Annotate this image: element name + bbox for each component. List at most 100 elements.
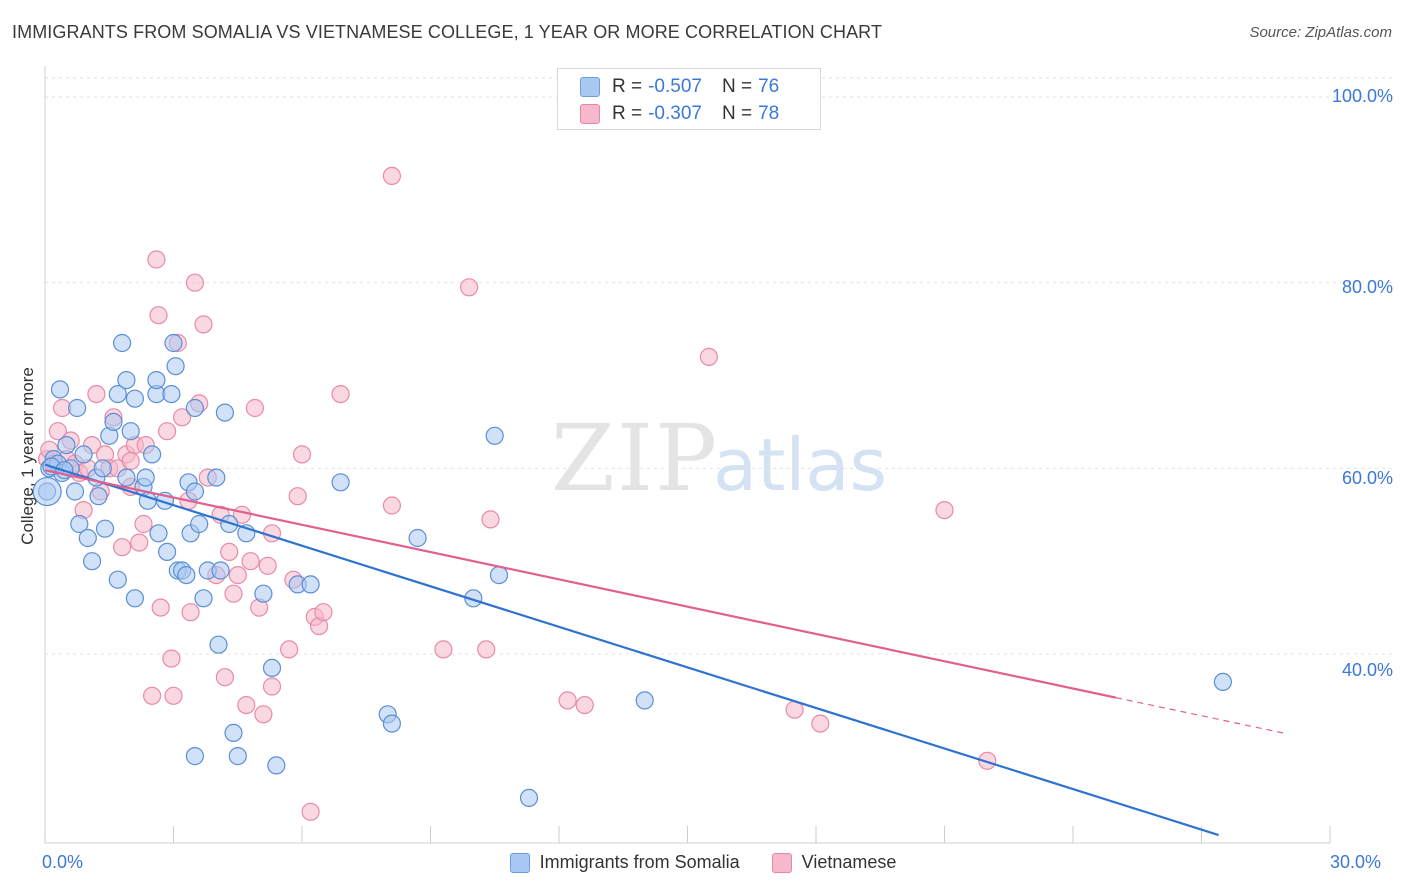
- data-point: [635, 691, 654, 710]
- data-point: [280, 640, 299, 659]
- data-point: [57, 436, 76, 455]
- y-tick-100: 100.0%: [1331, 86, 1393, 106]
- source-label: Source: ZipAtlas.com: [1249, 24, 1392, 41]
- data-point: [173, 408, 192, 427]
- data-point: [481, 510, 500, 529]
- data-point: [699, 347, 719, 366]
- data-point: [108, 385, 127, 404]
- data-point: [162, 649, 181, 668]
- legend: Immigrants from Somalia Vietnamese: [0, 852, 1406, 873]
- data-point: [121, 422, 140, 441]
- data-point: [112, 333, 132, 353]
- data-point: [267, 756, 286, 775]
- data-point: [1213, 672, 1233, 692]
- data-point: [147, 371, 166, 390]
- data-point: [181, 603, 200, 622]
- r-label: R =: [612, 76, 643, 97]
- data-point: [65, 482, 85, 501]
- data-point: [136, 468, 155, 487]
- data-point: [245, 398, 264, 418]
- data-point: [241, 552, 260, 571]
- data-point-large: [32, 476, 62, 507]
- data-point: [95, 519, 115, 538]
- data-point: [166, 357, 185, 376]
- data-point: [112, 538, 132, 557]
- data-point: [228, 565, 247, 585]
- data-point: [82, 552, 102, 571]
- data-point: [331, 473, 350, 492]
- data-point: [220, 542, 239, 562]
- data-point: [811, 714, 830, 733]
- data-point: [558, 691, 577, 710]
- data-point: [134, 514, 153, 534]
- watermark-zip: ZIP: [551, 405, 719, 512]
- y-axis-title: College, 1 year or more: [18, 367, 37, 545]
- chart-title: IMMIGRANTS FROM SOMALIA VS VIETNAMESE CO…: [12, 22, 883, 42]
- data-point: [215, 403, 234, 422]
- n-label: N =: [721, 76, 753, 97]
- r-value-vietnamese: -0.307: [648, 103, 702, 124]
- legend-item-somalia[interactable]: Immigrants from Somalia: [509, 852, 740, 873]
- series-vietnamese: [37, 166, 997, 821]
- data-point: [151, 598, 170, 617]
- data-point: [190, 514, 209, 534]
- x-tick-max: 30.0%: [1330, 852, 1382, 872]
- r-value-somalia: -0.507: [648, 76, 702, 97]
- y-tick-40: 40.0%: [1341, 660, 1393, 680]
- y-tick-60: 60.0%: [1341, 468, 1393, 488]
- legend-vietnamese-label: Vietnamese: [801, 852, 897, 872]
- somalia-swatch: [580, 77, 600, 97]
- data-point: [301, 802, 320, 821]
- data-point: [125, 389, 144, 408]
- data-point: [382, 496, 401, 515]
- data-point: [489, 565, 509, 585]
- stats-row-somalia: R = -0.507 N = 76: [580, 74, 779, 100]
- trend-layer: [44, 463, 1288, 837]
- data-point: [292, 445, 312, 464]
- data-point: [254, 584, 273, 603]
- data-point: [331, 385, 350, 404]
- data-point: [207, 468, 226, 487]
- data-point: [209, 635, 228, 654]
- data-point: [78, 528, 97, 548]
- data-point: [477, 640, 496, 659]
- data-point: [67, 398, 87, 418]
- data-point: [87, 385, 106, 404]
- data-point: [89, 487, 108, 506]
- data-point: [978, 751, 997, 770]
- data-point: [288, 487, 307, 506]
- data-point: [211, 561, 230, 580]
- data-point: [185, 273, 204, 292]
- data-point: [935, 501, 954, 520]
- data-point: [121, 451, 140, 470]
- data-point: [50, 380, 70, 399]
- data-point: [185, 398, 204, 418]
- stats-box: R = -0.507 N = 76 R = -0.307 N = 78: [557, 68, 821, 130]
- trend-line-extension-vietnamese: [1115, 697, 1288, 735]
- data-point: [382, 714, 401, 733]
- data-point: [130, 533, 149, 552]
- data-point: [108, 570, 127, 589]
- data-point: [254, 705, 273, 724]
- points-layer: [32, 166, 1233, 821]
- data-point: [125, 589, 144, 608]
- data-point: [485, 426, 504, 445]
- legend-somalia-swatch: [509, 852, 530, 873]
- data-point: [117, 371, 136, 390]
- data-point: [224, 584, 243, 603]
- x-tick-min: 0.0%: [42, 852, 84, 872]
- data-point: [519, 788, 539, 808]
- data-point: [262, 658, 282, 678]
- data-point: [185, 482, 204, 501]
- data-point: [314, 603, 333, 622]
- data-point: [575, 695, 594, 715]
- data-point: [143, 445, 162, 464]
- data-point: [149, 306, 168, 325]
- data-point: [158, 542, 177, 562]
- data-point: [149, 524, 168, 543]
- data-point: [215, 668, 234, 687]
- legend-item-vietnamese[interactable]: Vietnamese: [771, 852, 897, 873]
- data-point: [237, 695, 256, 715]
- data-point: [258, 556, 277, 575]
